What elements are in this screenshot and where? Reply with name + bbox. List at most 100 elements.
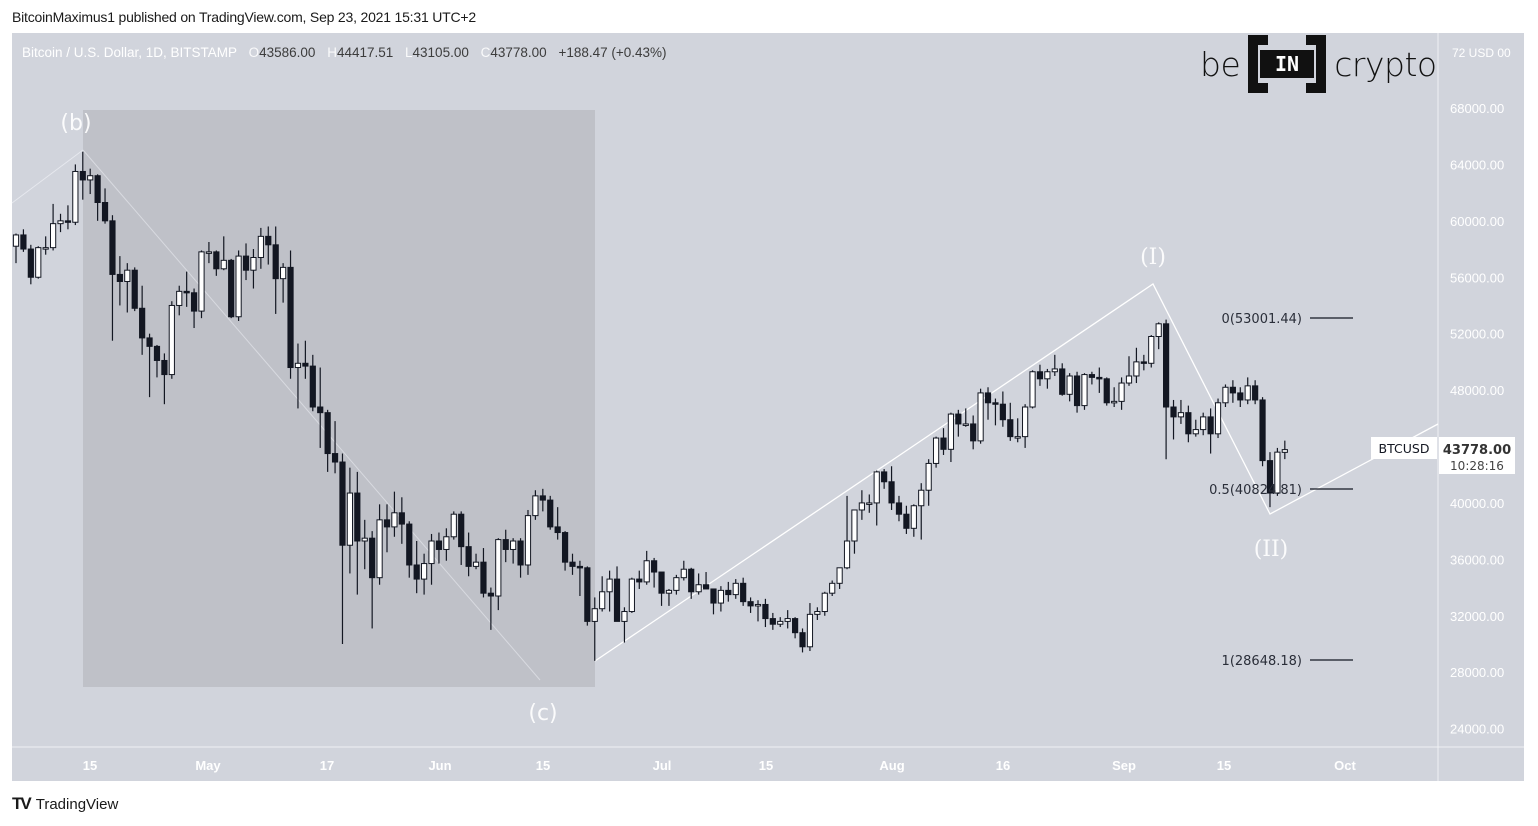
candle-down[interactable]: [1229, 386, 1236, 394]
time-axis[interactable]: 15 May 17 Jun 15 Jul 15 Aug 16 Sep 15 Oct: [83, 758, 1357, 773]
candle-up[interactable]: [1081, 374, 1088, 407]
candle-up[interactable]: [205, 251, 213, 254]
candle-up[interactable]: [280, 266, 287, 280]
candle-down[interactable]: [547, 499, 554, 528]
candle-up[interactable]: [428, 540, 435, 565]
candle-up[interactable]: [977, 392, 984, 442]
candle-down[interactable]: [1073, 375, 1081, 407]
candle-up[interactable]: [1066, 375, 1073, 395]
candle-up[interactable]: [851, 509, 858, 542]
candle-down[interactable]: [1185, 412, 1192, 435]
candle-down[interactable]: [636, 578, 643, 583]
candle-up[interactable]: [168, 304, 175, 376]
candle-down[interactable]: [584, 567, 591, 622]
candle-up[interactable]: [42, 247, 49, 250]
candle-up[interactable]: [1029, 371, 1036, 408]
candle-up[interactable]: [1022, 406, 1029, 438]
candle-down[interactable]: [398, 512, 405, 525]
candle-up[interactable]: [1014, 436, 1021, 439]
candle-down[interactable]: [302, 362, 309, 367]
candle-down[interactable]: [406, 523, 413, 566]
candle-down[interactable]: [146, 337, 153, 347]
candle-down[interactable]: [161, 359, 168, 376]
candle-down[interactable]: [213, 251, 220, 270]
candle-up[interactable]: [695, 584, 702, 593]
candle-down[interactable]: [769, 618, 776, 625]
candle-down[interactable]: [354, 492, 361, 542]
candle-up[interactable]: [220, 259, 227, 270]
candle-up[interactable]: [628, 578, 635, 613]
candle-up[interactable]: [376, 519, 383, 579]
candle-up[interactable]: [717, 589, 724, 604]
candle-down[interactable]: [740, 582, 747, 603]
candle-up[interactable]: [257, 235, 264, 259]
candle-up[interactable]: [57, 220, 64, 225]
footer-brand[interactable]: TV TradingView: [12, 794, 118, 814]
candle-down[interactable]: [1252, 385, 1259, 401]
candle-down[interactable]: [561, 532, 569, 563]
candle-up[interactable]: [346, 492, 353, 546]
candle-up[interactable]: [124, 269, 131, 282]
candle-up[interactable]: [621, 611, 628, 622]
candle-down[interactable]: [539, 495, 546, 501]
candle-up[interactable]: [361, 537, 368, 542]
candle-down[interactable]: [1036, 371, 1044, 380]
candle-up[interactable]: [198, 251, 205, 312]
candle-up[interactable]: [391, 512, 398, 528]
candle-down[interactable]: [569, 561, 576, 567]
candle-down[interactable]: [94, 175, 101, 203]
candle-down[interactable]: [435, 540, 443, 550]
candle-down[interactable]: [139, 307, 146, 339]
candle-down[interactable]: [1103, 378, 1110, 404]
candle-down[interactable]: [458, 513, 465, 548]
candle-up[interactable]: [836, 567, 843, 584]
candle-down[interactable]: [1170, 406, 1177, 418]
candle-up[interactable]: [495, 539, 502, 597]
candle-up[interactable]: [450, 513, 457, 538]
candle-up[interactable]: [673, 577, 680, 591]
price-axis[interactable]: 68000.00 64000.00 60000.00 56000.00 52000.00…: [1450, 101, 1504, 737]
candle-down[interactable]: [970, 423, 977, 442]
candle-down[interactable]: [131, 269, 138, 309]
candle-up[interactable]: [235, 255, 242, 318]
candle-down[interactable]: [324, 412, 331, 455]
candle-down[interactable]: [101, 201, 109, 222]
candles-group[interactable]: [12, 151, 1288, 661]
candle-down[interactable]: [183, 290, 190, 294]
candle-down[interactable]: [487, 592, 494, 597]
candle-down[interactable]: [688, 568, 695, 593]
candle-up[interactable]: [472, 561, 480, 567]
candle-up[interactable]: [524, 515, 532, 566]
candle-up[interactable]: [250, 257, 257, 271]
candle-down[interactable]: [792, 618, 799, 634]
candle-up[interactable]: [1133, 361, 1140, 377]
candle-up[interactable]: [932, 437, 940, 464]
candle-up[interactable]: [532, 495, 539, 517]
candle-down[interactable]: [383, 519, 391, 528]
candle-up[interactable]: [1118, 382, 1125, 402]
candle-up[interactable]: [591, 608, 598, 622]
candle-down[interactable]: [613, 578, 621, 622]
candle-down[interactable]: [903, 513, 910, 529]
candle-up[interactable]: [12, 234, 20, 247]
candle-up[interactable]: [732, 582, 739, 596]
candle-up[interactable]: [829, 582, 836, 594]
candle-up[interactable]: [606, 578, 613, 593]
candle-up[interactable]: [962, 423, 969, 426]
candle-up[interactable]: [1111, 400, 1118, 404]
candle-down[interactable]: [1259, 399, 1266, 462]
candle-down[interactable]: [710, 588, 717, 604]
candle-down[interactable]: [999, 403, 1006, 421]
candle-up[interactable]: [643, 560, 650, 583]
candle-down[interactable]: [27, 248, 34, 278]
candle-up[interactable]: [1200, 416, 1207, 431]
candle-up[interactable]: [821, 592, 828, 613]
candle-up[interactable]: [665, 589, 673, 594]
candle-up[interactable]: [814, 611, 821, 615]
candle-down[interactable]: [153, 345, 161, 361]
candle-down[interactable]: [1163, 323, 1170, 408]
candle-up[interactable]: [510, 540, 517, 550]
candle-down[interactable]: [955, 413, 962, 425]
candle-down[interactable]: [992, 402, 999, 405]
